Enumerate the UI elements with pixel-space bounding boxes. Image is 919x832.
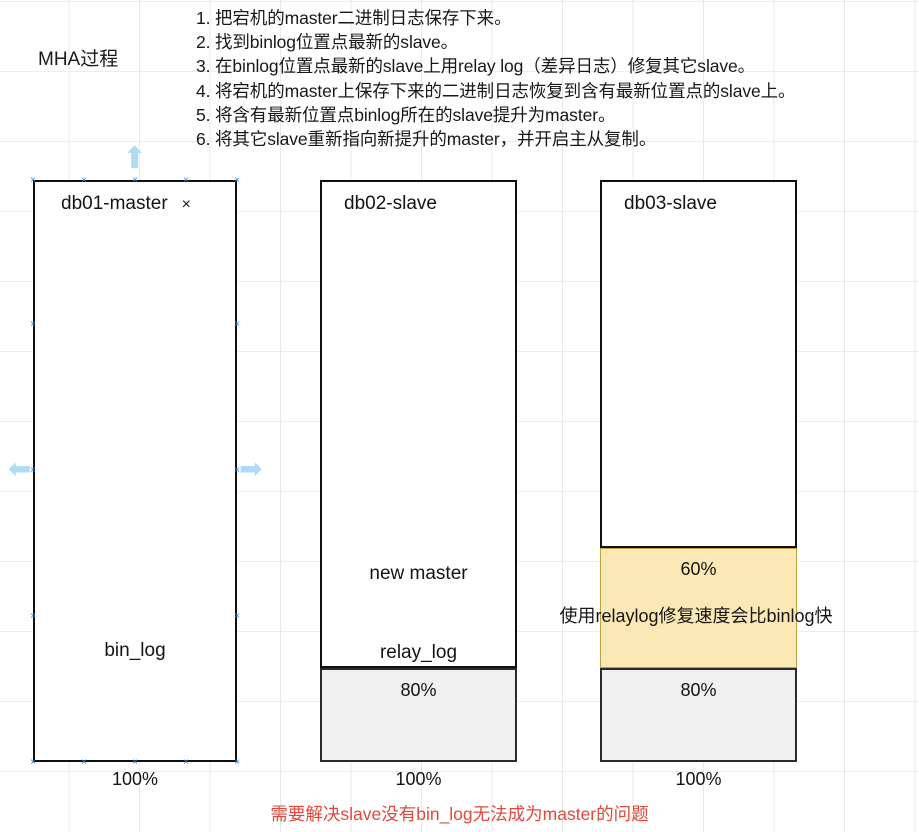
resize-handle-nw[interactable]	[29, 176, 38, 185]
move-up-arrow-icon[interactable]: ⬆	[122, 142, 148, 175]
segment-db02-80[interactable]: 80%	[320, 668, 517, 762]
annotation-relaylog-speed: 使用relaylog修复速度会比binlog快	[559, 606, 833, 626]
step-text: 把宕机的master二进制日志保存下来。	[215, 8, 512, 28]
move-left-arrow-icon[interactable]: ⬅	[8, 453, 32, 484]
node-db03-title: db03-slave	[624, 193, 717, 214]
resize-handle-s2[interactable]	[182, 758, 191, 767]
move-right-arrow-icon[interactable]: ➡	[239, 453, 263, 484]
caption-db03-total: 100%	[675, 769, 722, 789]
step-number: 1.	[196, 8, 211, 28]
resize-handle-e1[interactable]	[233, 320, 242, 329]
caption-db01-total: 100%	[111, 769, 159, 789]
step-number: 2.	[196, 32, 211, 53]
step-number: 3.	[196, 56, 211, 77]
step-text: 在binlog位置点最新的slave上用relay log（差异日志）修复其它s…	[215, 56, 756, 77]
node-db02-newmaster-label: new master	[369, 563, 468, 584]
step-number: 4.	[196, 80, 211, 101]
segment-db03-60-label: 60%	[680, 559, 717, 579]
resize-handle-n1[interactable]	[80, 176, 89, 185]
node-db01-master[interactable]: db01-master × bin_log	[33, 180, 237, 762]
process-step: 6. 将其它slave重新指向新提升的master，并开启主从复制。	[196, 127, 912, 151]
section-label: MHA过程	[38, 49, 119, 70]
process-step: 2. 找到binlog位置点最新的slave。	[196, 30, 912, 54]
process-step: 4. 将宕机的master上保存下来的二进制日志恢复到含有最新位置点的slave上…	[196, 79, 912, 103]
resize-handle-n2[interactable]	[182, 176, 191, 185]
node-db01-title: db01-master ×	[61, 193, 192, 214]
step-text: 将宕机的master上保存下来的二进制日志恢复到含有最新位置点的slave上。	[215, 80, 796, 101]
resize-handle-w2[interactable]	[29, 612, 38, 621]
process-step: 3. 在binlog位置点最新的slave上用relay log（差异日志）修复其…	[196, 54, 912, 78]
node-db02-slave[interactable]: db02-slave new master relay_log	[320, 180, 517, 668]
resize-handle-se[interactable]	[233, 758, 242, 767]
step-text: 找到binlog位置点最新的slave。	[215, 32, 459, 53]
segment-db03-60[interactable]: 60%	[600, 548, 797, 668]
step-text: 将其它slave重新指向新提升的master，并开启主从复制。	[215, 129, 657, 150]
resize-handle-w1[interactable]	[29, 320, 38, 329]
resize-handle-e2[interactable]	[233, 612, 242, 621]
step-text: 将含有最新位置点binlog所在的slave提升为master。	[215, 104, 616, 125]
segment-db03-80-label: 80%	[680, 680, 717, 700]
process-steps-list: 1. 把宕机的master二进制日志保存下来。 2. 找到binlog位置点最新的s…	[196, 6, 912, 151]
process-step: 1. 把宕机的master二进制日志保存下来。	[196, 6, 912, 30]
caption-db02-total: 100%	[395, 769, 442, 789]
resize-handle-sw[interactable]	[29, 758, 38, 767]
node-db02-title: db02-slave	[344, 193, 437, 214]
resize-handle-s1[interactable]	[80, 758, 89, 767]
node-db03-slave[interactable]: db03-slave relay_log	[600, 180, 797, 663]
resize-handle-ne[interactable]	[233, 176, 242, 185]
node-down-icon: ×	[181, 196, 192, 213]
process-step: 5. 将含有最新位置点binlog所在的slave提升为master。	[196, 103, 912, 127]
segment-db02-80-label: 80%	[400, 680, 437, 700]
node-db02-relaylog-label: relay_log	[379, 642, 458, 663]
step-number: 5.	[196, 104, 211, 125]
warning-message: 需要解决slave没有bin_log无法成为master的问题	[270, 804, 649, 824]
step-number: 6.	[196, 129, 211, 150]
segment-db03-80[interactable]: 80%	[600, 668, 797, 762]
resize-handle-s[interactable]	[131, 758, 140, 767]
resize-handle-n[interactable]	[131, 176, 140, 185]
node-db01-binlog-label: bin_log	[104, 640, 166, 661]
